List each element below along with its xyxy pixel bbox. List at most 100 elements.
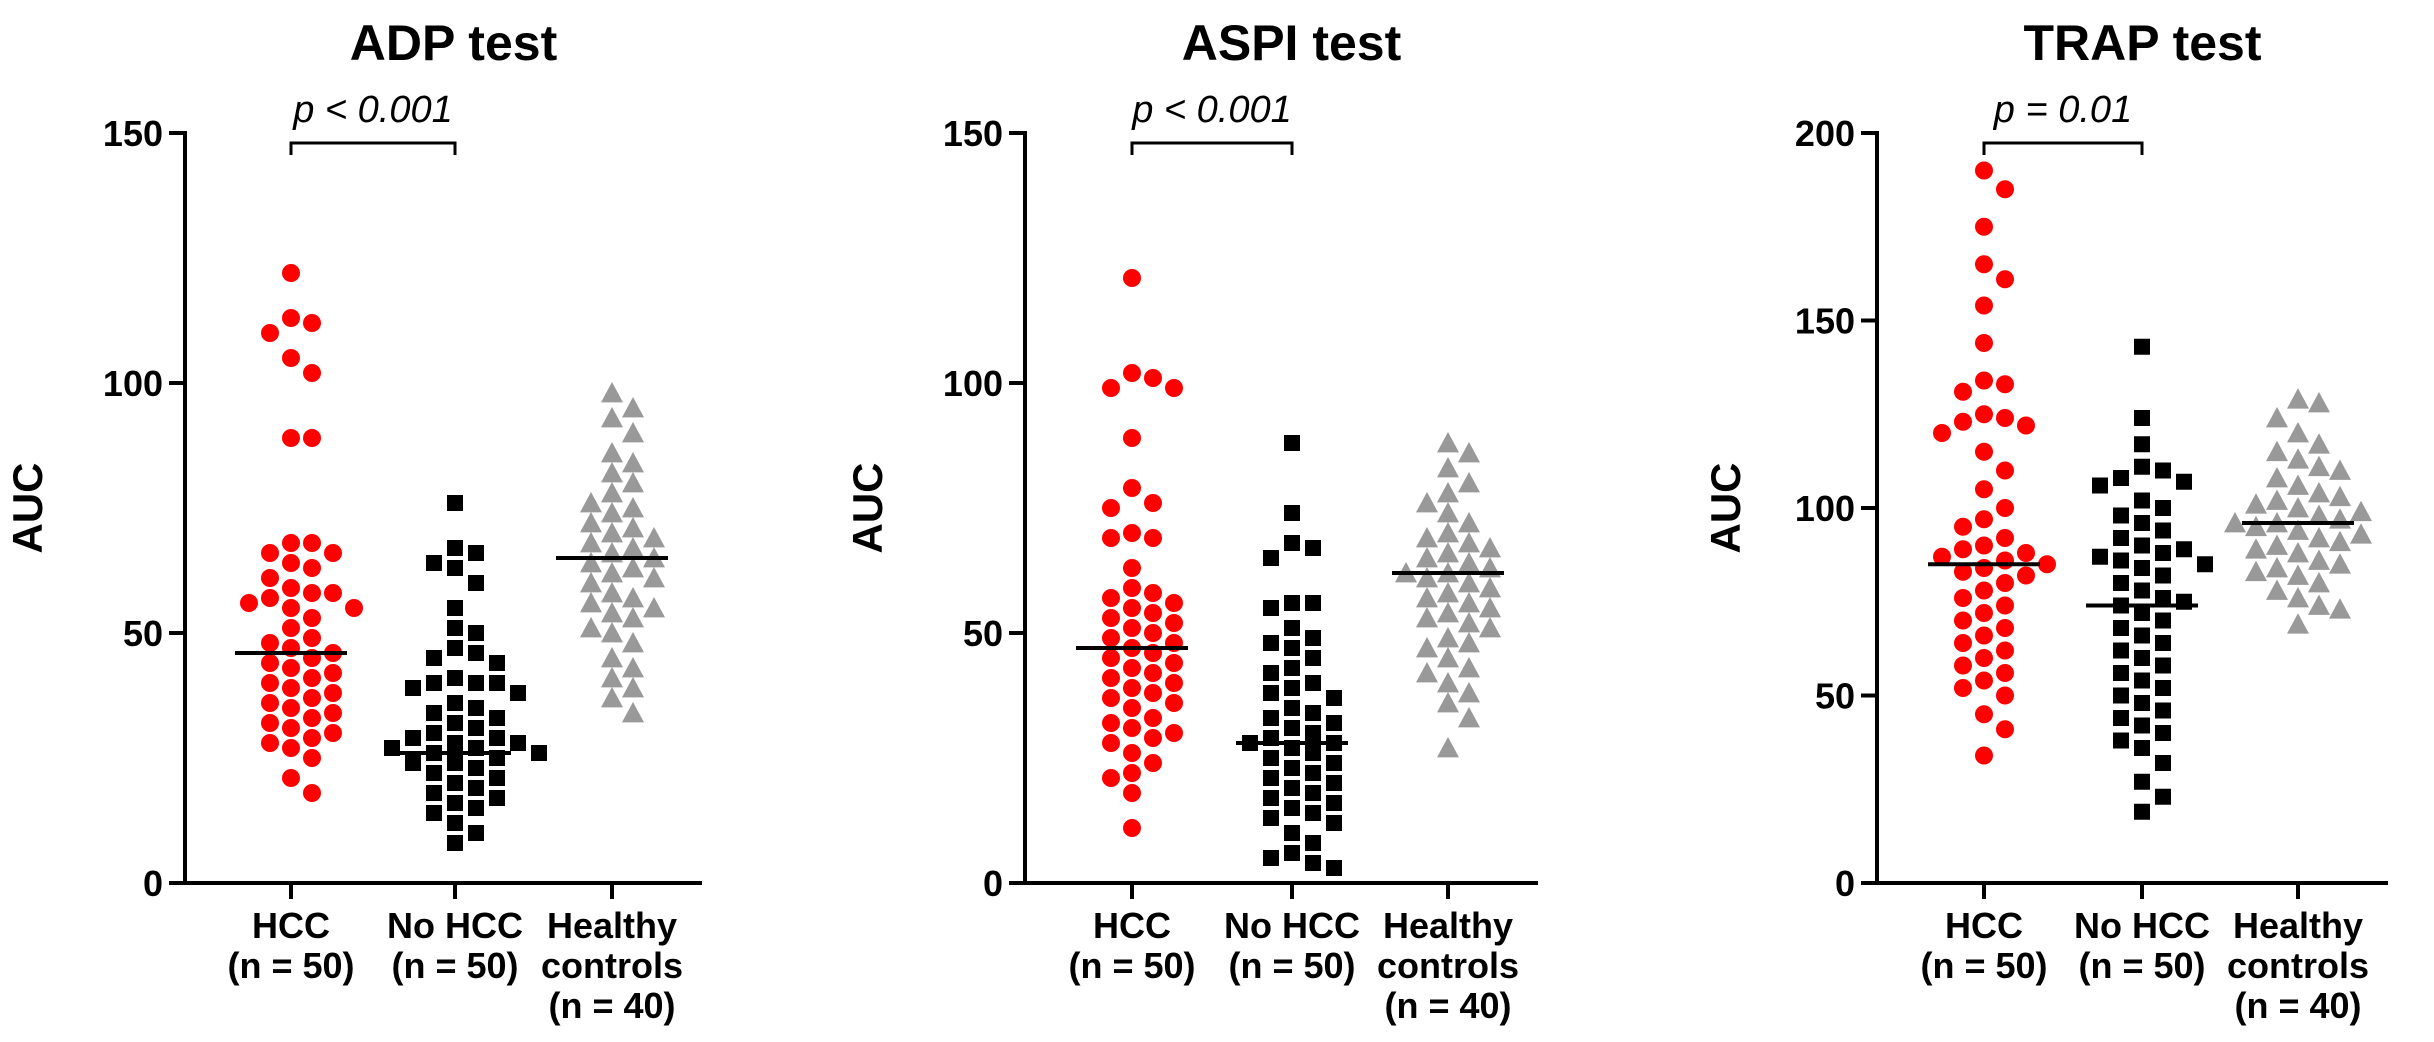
data-point-triangle: [601, 622, 623, 643]
data-point-circle: [1996, 551, 2014, 570]
data-point-square: [1284, 700, 1300, 716]
data-point-triangle: [2245, 493, 2267, 514]
data-point-square: [468, 780, 484, 796]
data-point-circle: [282, 309, 300, 327]
data-point-circle: [1123, 524, 1141, 542]
data-point-triangle: [580, 492, 602, 513]
data-point-triangle: [580, 532, 602, 553]
data-point-square: [447, 835, 463, 851]
data-point-triangle: [601, 442, 623, 463]
data-point-circle: [303, 749, 321, 767]
data-point-square: [468, 625, 484, 641]
data-point-square: [2155, 657, 2171, 674]
y-tick-label: 150: [1795, 301, 1855, 342]
significance-bracket: [289, 141, 457, 155]
data-point-triangle: [1437, 482, 1459, 503]
data-point-square: [2134, 717, 2150, 734]
data-point-square: [426, 765, 442, 781]
data-point-square: [2176, 473, 2192, 490]
data-point-circle: [1975, 405, 1993, 424]
data-point-circle: [1975, 626, 1993, 645]
data-point-circle: [282, 719, 300, 737]
data-point-square: [489, 675, 505, 691]
chart-title: ADP test: [350, 15, 558, 71]
data-point-square: [2155, 462, 2171, 479]
significance-bracket: [1982, 141, 2144, 155]
data-point-square: [2134, 650, 2150, 666]
data-point-square: [2155, 612, 2171, 629]
data-point-square: [2113, 620, 2129, 636]
data-point-circle: [1123, 719, 1141, 737]
data-point-triangle: [1437, 457, 1459, 478]
data-point-triangle: [2287, 474, 2309, 495]
data-point-circle: [1144, 664, 1162, 682]
data-point-triangle: [2350, 500, 2372, 522]
data-point-circle: [1954, 540, 1972, 559]
data-point-square: [1284, 620, 1300, 636]
data-point-circle: [1996, 499, 2014, 517]
data-point-triangle: [1458, 707, 1480, 728]
data-point-circle: [2017, 544, 2035, 562]
data-point-triangle: [1416, 547, 1438, 568]
data-point-triangle: [2287, 388, 2309, 409]
data-point-circle: [282, 534, 300, 552]
data-point-circle: [1954, 679, 1972, 697]
data-point-triangle: [622, 422, 644, 443]
data-point-circle: [1975, 536, 1993, 555]
data-point-circle: [1165, 724, 1183, 742]
x-category-label: No HCC: [1224, 905, 1360, 946]
significance-bracket: [1130, 141, 1294, 155]
data-point-triangle: [2308, 594, 2330, 615]
data-point-circle: [1975, 559, 1993, 577]
data-point-square: [2134, 436, 2150, 453]
data-point-circle: [345, 599, 363, 617]
data-point-circle: [1123, 764, 1141, 782]
data-point-circle: [1165, 594, 1183, 612]
x-category-label: Healthy: [1383, 905, 1513, 946]
data-point-square: [1326, 815, 1342, 831]
data-point-circle: [1975, 671, 1993, 690]
data-point-square: [426, 675, 442, 691]
data-point-triangle: [601, 602, 623, 623]
data-point-square: [1305, 765, 1321, 781]
data-point-circle: [1102, 649, 1120, 667]
data-point-circle: [282, 659, 300, 677]
data-point-triangle: [2224, 512, 2246, 533]
data-point-square: [447, 775, 463, 791]
data-point-square: [2092, 548, 2108, 565]
data-point-triangle: [2287, 519, 2309, 540]
y-tick-label: 50: [123, 613, 163, 654]
data-point-circle: [1144, 729, 1162, 747]
data-point-circle: [303, 669, 321, 687]
data-point-circle: [1165, 694, 1183, 712]
data-point-triangle: [2308, 527, 2330, 548]
x-category-label: (n = 50): [1068, 945, 1195, 986]
data-point-circle: [282, 619, 300, 637]
x-category-label: Healthy: [2233, 905, 2363, 946]
p-value-annotation: p < 0.001: [292, 89, 453, 131]
data-point-circle: [1123, 659, 1141, 677]
data-point-triangle: [1458, 472, 1480, 493]
data-point-triangle: [1416, 662, 1438, 683]
data-point-triangle: [601, 582, 623, 603]
data-point-circle: [303, 689, 321, 707]
data-point-circle: [1975, 581, 1993, 600]
data-point-circle: [282, 429, 300, 447]
data-point-square: [1284, 680, 1300, 696]
data-point-triangle: [2308, 572, 2330, 593]
data-point-circle: [303, 784, 321, 802]
data-point-circle: [1102, 379, 1120, 397]
data-point-triangle: [2350, 523, 2372, 544]
data-point-triangle: [1458, 682, 1480, 703]
data-point-square: [447, 735, 463, 751]
data-point-triangle: [601, 407, 623, 428]
data-point-circle: [1123, 819, 1141, 837]
data-point-square: [1263, 665, 1279, 681]
data-point-circle: [1954, 656, 1972, 675]
x-category-label: (n = 40): [548, 985, 675, 1026]
data-point-square: [1305, 805, 1321, 821]
data-point-triangle: [1437, 522, 1459, 543]
y-tick-label: 100: [103, 363, 163, 404]
data-point-square: [2134, 338, 2150, 355]
data-point-square: [468, 700, 484, 716]
